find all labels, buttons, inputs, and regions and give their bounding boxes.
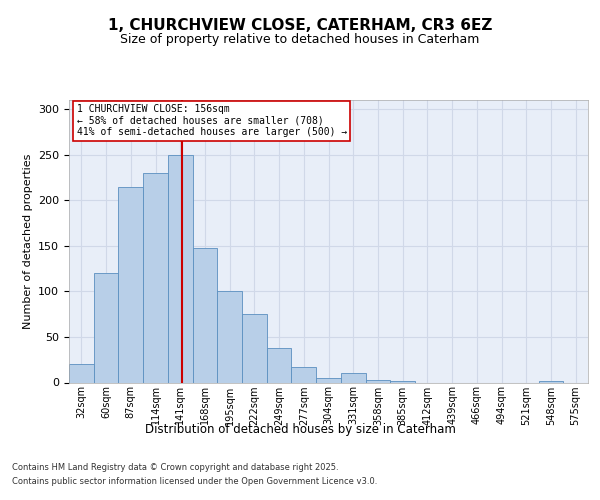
Bar — [539, 380, 563, 382]
Bar — [341, 374, 365, 382]
Bar — [242, 314, 267, 382]
Bar — [292, 367, 316, 382]
Bar — [316, 378, 341, 382]
Text: Contains HM Land Registry data © Crown copyright and database right 2025.: Contains HM Land Registry data © Crown c… — [12, 462, 338, 471]
Bar — [143, 173, 168, 382]
Y-axis label: Number of detached properties: Number of detached properties — [23, 154, 32, 329]
Text: 1, CHURCHVIEW CLOSE, CATERHAM, CR3 6EZ: 1, CHURCHVIEW CLOSE, CATERHAM, CR3 6EZ — [108, 18, 492, 32]
Text: Distribution of detached houses by size in Caterham: Distribution of detached houses by size … — [145, 422, 455, 436]
Bar — [365, 380, 390, 382]
Bar — [193, 248, 217, 382]
Text: 1 CHURCHVIEW CLOSE: 156sqm
← 58% of detached houses are smaller (708)
41% of sem: 1 CHURCHVIEW CLOSE: 156sqm ← 58% of deta… — [77, 104, 347, 138]
Bar — [168, 154, 193, 382]
Text: Contains public sector information licensed under the Open Government Licence v3: Contains public sector information licen… — [12, 478, 377, 486]
Text: Size of property relative to detached houses in Caterham: Size of property relative to detached ho… — [121, 32, 479, 46]
Bar — [94, 273, 118, 382]
Bar — [217, 292, 242, 382]
Bar — [390, 380, 415, 382]
Bar — [69, 364, 94, 382]
Bar — [267, 348, 292, 382]
Bar — [118, 186, 143, 382]
